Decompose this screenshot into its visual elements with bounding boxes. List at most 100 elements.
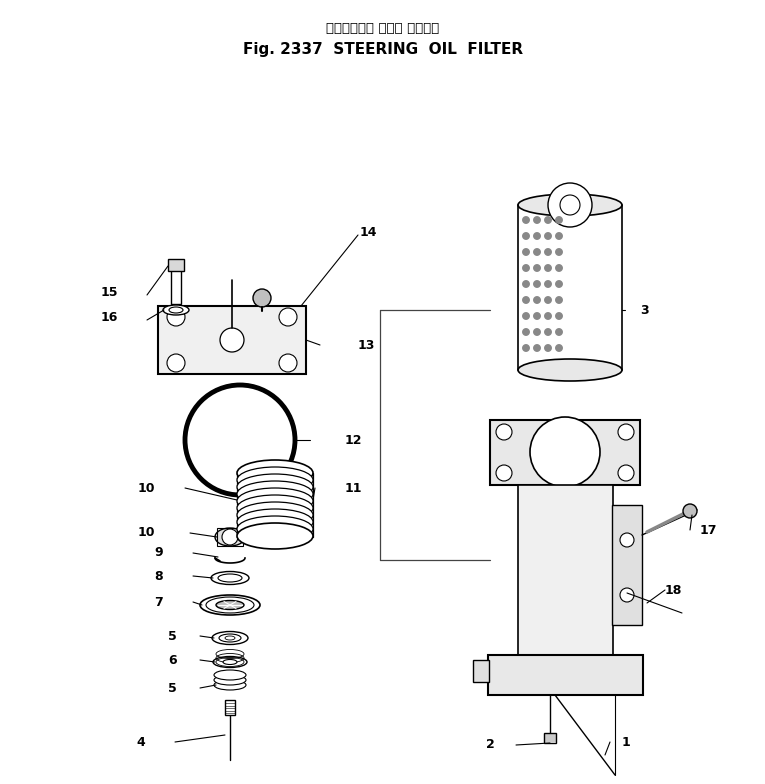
Ellipse shape [163, 305, 189, 315]
Ellipse shape [212, 631, 248, 644]
Circle shape [496, 424, 512, 440]
Text: 15: 15 [100, 285, 118, 299]
Ellipse shape [237, 516, 313, 542]
Ellipse shape [215, 528, 245, 546]
Circle shape [522, 249, 529, 256]
Circle shape [533, 249, 541, 256]
Circle shape [620, 533, 634, 547]
Ellipse shape [206, 597, 254, 613]
Text: 9: 9 [155, 546, 163, 560]
Text: 11: 11 [345, 481, 363, 495]
Text: 14: 14 [360, 226, 377, 238]
Circle shape [545, 344, 552, 351]
Circle shape [618, 465, 634, 481]
Circle shape [548, 183, 592, 227]
Ellipse shape [214, 675, 246, 685]
Circle shape [522, 264, 529, 271]
Circle shape [522, 328, 529, 336]
Circle shape [279, 308, 297, 326]
Circle shape [545, 296, 552, 303]
Circle shape [555, 328, 562, 336]
Text: 12: 12 [345, 434, 363, 447]
Circle shape [545, 313, 552, 320]
Text: 16: 16 [101, 310, 118, 324]
Circle shape [522, 296, 529, 303]
Ellipse shape [169, 307, 183, 313]
Bar [612, 505, 642, 625]
Circle shape [167, 308, 185, 326]
Circle shape [522, 233, 529, 239]
Ellipse shape [237, 509, 313, 535]
Ellipse shape [237, 467, 313, 493]
Circle shape [555, 264, 562, 271]
Circle shape [522, 281, 529, 288]
Circle shape [222, 529, 238, 545]
Text: 8: 8 [155, 569, 163, 583]
Bar [518, 485, 613, 655]
Bar [217, 528, 243, 546]
Circle shape [545, 249, 552, 256]
Text: 4: 4 [136, 735, 145, 749]
Circle shape [555, 216, 562, 223]
Bar [490, 420, 640, 485]
Ellipse shape [237, 460, 313, 486]
Circle shape [618, 424, 634, 440]
Text: 10: 10 [138, 527, 155, 539]
Circle shape [253, 289, 271, 307]
Circle shape [620, 588, 634, 602]
Bar [225, 700, 235, 715]
Circle shape [545, 328, 552, 336]
Text: 3: 3 [640, 303, 649, 317]
Ellipse shape [237, 495, 313, 521]
Text: 17: 17 [700, 524, 718, 536]
Text: 10: 10 [138, 481, 155, 495]
Bar [168, 259, 184, 271]
Ellipse shape [200, 595, 260, 615]
Circle shape [555, 344, 562, 351]
Bar [158, 306, 306, 374]
Circle shape [555, 313, 562, 320]
Bar [544, 733, 556, 743]
Ellipse shape [219, 634, 241, 642]
Circle shape [530, 417, 600, 487]
Circle shape [560, 195, 580, 215]
Circle shape [279, 354, 297, 372]
Ellipse shape [211, 572, 249, 585]
Text: 5: 5 [168, 681, 177, 695]
Circle shape [533, 328, 541, 336]
Circle shape [533, 344, 541, 351]
Circle shape [167, 354, 185, 372]
Circle shape [533, 233, 541, 239]
Circle shape [522, 344, 529, 351]
Circle shape [496, 465, 512, 481]
Circle shape [545, 233, 552, 239]
Text: 5: 5 [168, 630, 177, 643]
Circle shape [533, 313, 541, 320]
Bar [473, 660, 489, 682]
Circle shape [522, 313, 529, 320]
Text: 1: 1 [622, 735, 631, 749]
Ellipse shape [237, 523, 313, 549]
Ellipse shape [216, 601, 244, 609]
Text: 13: 13 [358, 339, 376, 351]
Bar [171, 269, 181, 304]
Text: 2: 2 [487, 739, 495, 752]
Text: 7: 7 [155, 596, 163, 608]
Circle shape [555, 281, 562, 288]
Ellipse shape [237, 474, 313, 500]
Ellipse shape [214, 680, 246, 690]
Ellipse shape [214, 670, 246, 680]
Circle shape [220, 328, 244, 352]
Ellipse shape [223, 659, 237, 665]
Ellipse shape [518, 359, 622, 381]
Ellipse shape [213, 656, 247, 667]
Circle shape [555, 249, 562, 256]
Circle shape [533, 296, 541, 303]
Circle shape [555, 233, 562, 239]
Bar [488, 655, 643, 695]
Text: 18: 18 [665, 583, 682, 597]
Text: 6: 6 [168, 654, 177, 666]
Text: ステアリング オイル フィルタ: ステアリング オイル フィルタ [327, 22, 440, 35]
Text: Fig. 2337  STEERING  OIL  FILTER: Fig. 2337 STEERING OIL FILTER [243, 42, 523, 57]
Ellipse shape [218, 574, 242, 582]
